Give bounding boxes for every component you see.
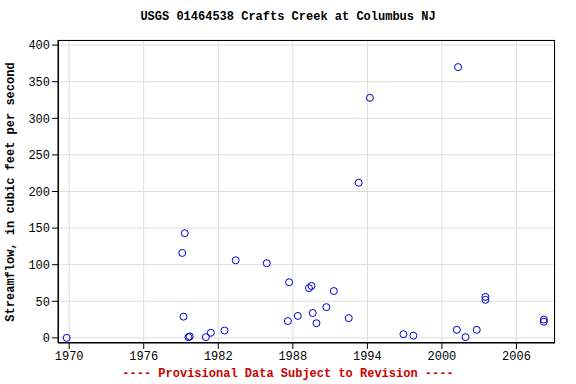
svg-text:350: 350 <box>28 76 50 90</box>
svg-text:2000: 2000 <box>428 350 457 364</box>
svg-text:250: 250 <box>28 149 50 163</box>
svg-text:1988: 1988 <box>278 350 307 364</box>
html-text:---- Provisional Data Subject: ---- Provisional Data Subject to Revisio… <box>122 367 454 381</box>
svg-text:100: 100 <box>28 259 50 273</box>
svg-text:1982: 1982 <box>204 350 233 364</box>
svg-text:200: 200 <box>28 186 50 200</box>
svg-text:1976: 1976 <box>129 350 158 364</box>
svg-text:50: 50 <box>36 296 50 310</box>
svg-text:400: 400 <box>28 39 50 53</box>
svg-text:150: 150 <box>28 222 50 236</box>
svg-text:0: 0 <box>43 332 50 346</box>
html-text:Streamflow, in cubic feet per: Streamflow, in cubic feet per second <box>4 62 18 322</box>
svg-text:1994: 1994 <box>353 350 382 364</box>
svg-text:300: 300 <box>28 113 50 127</box>
svg-text:1970: 1970 <box>55 350 84 364</box>
html-text:USGS 01464538 Crafts Creek at: USGS 01464538 Crafts Creek at Columbus N… <box>140 10 436 24</box>
svg-text:2006: 2006 <box>502 350 531 364</box>
